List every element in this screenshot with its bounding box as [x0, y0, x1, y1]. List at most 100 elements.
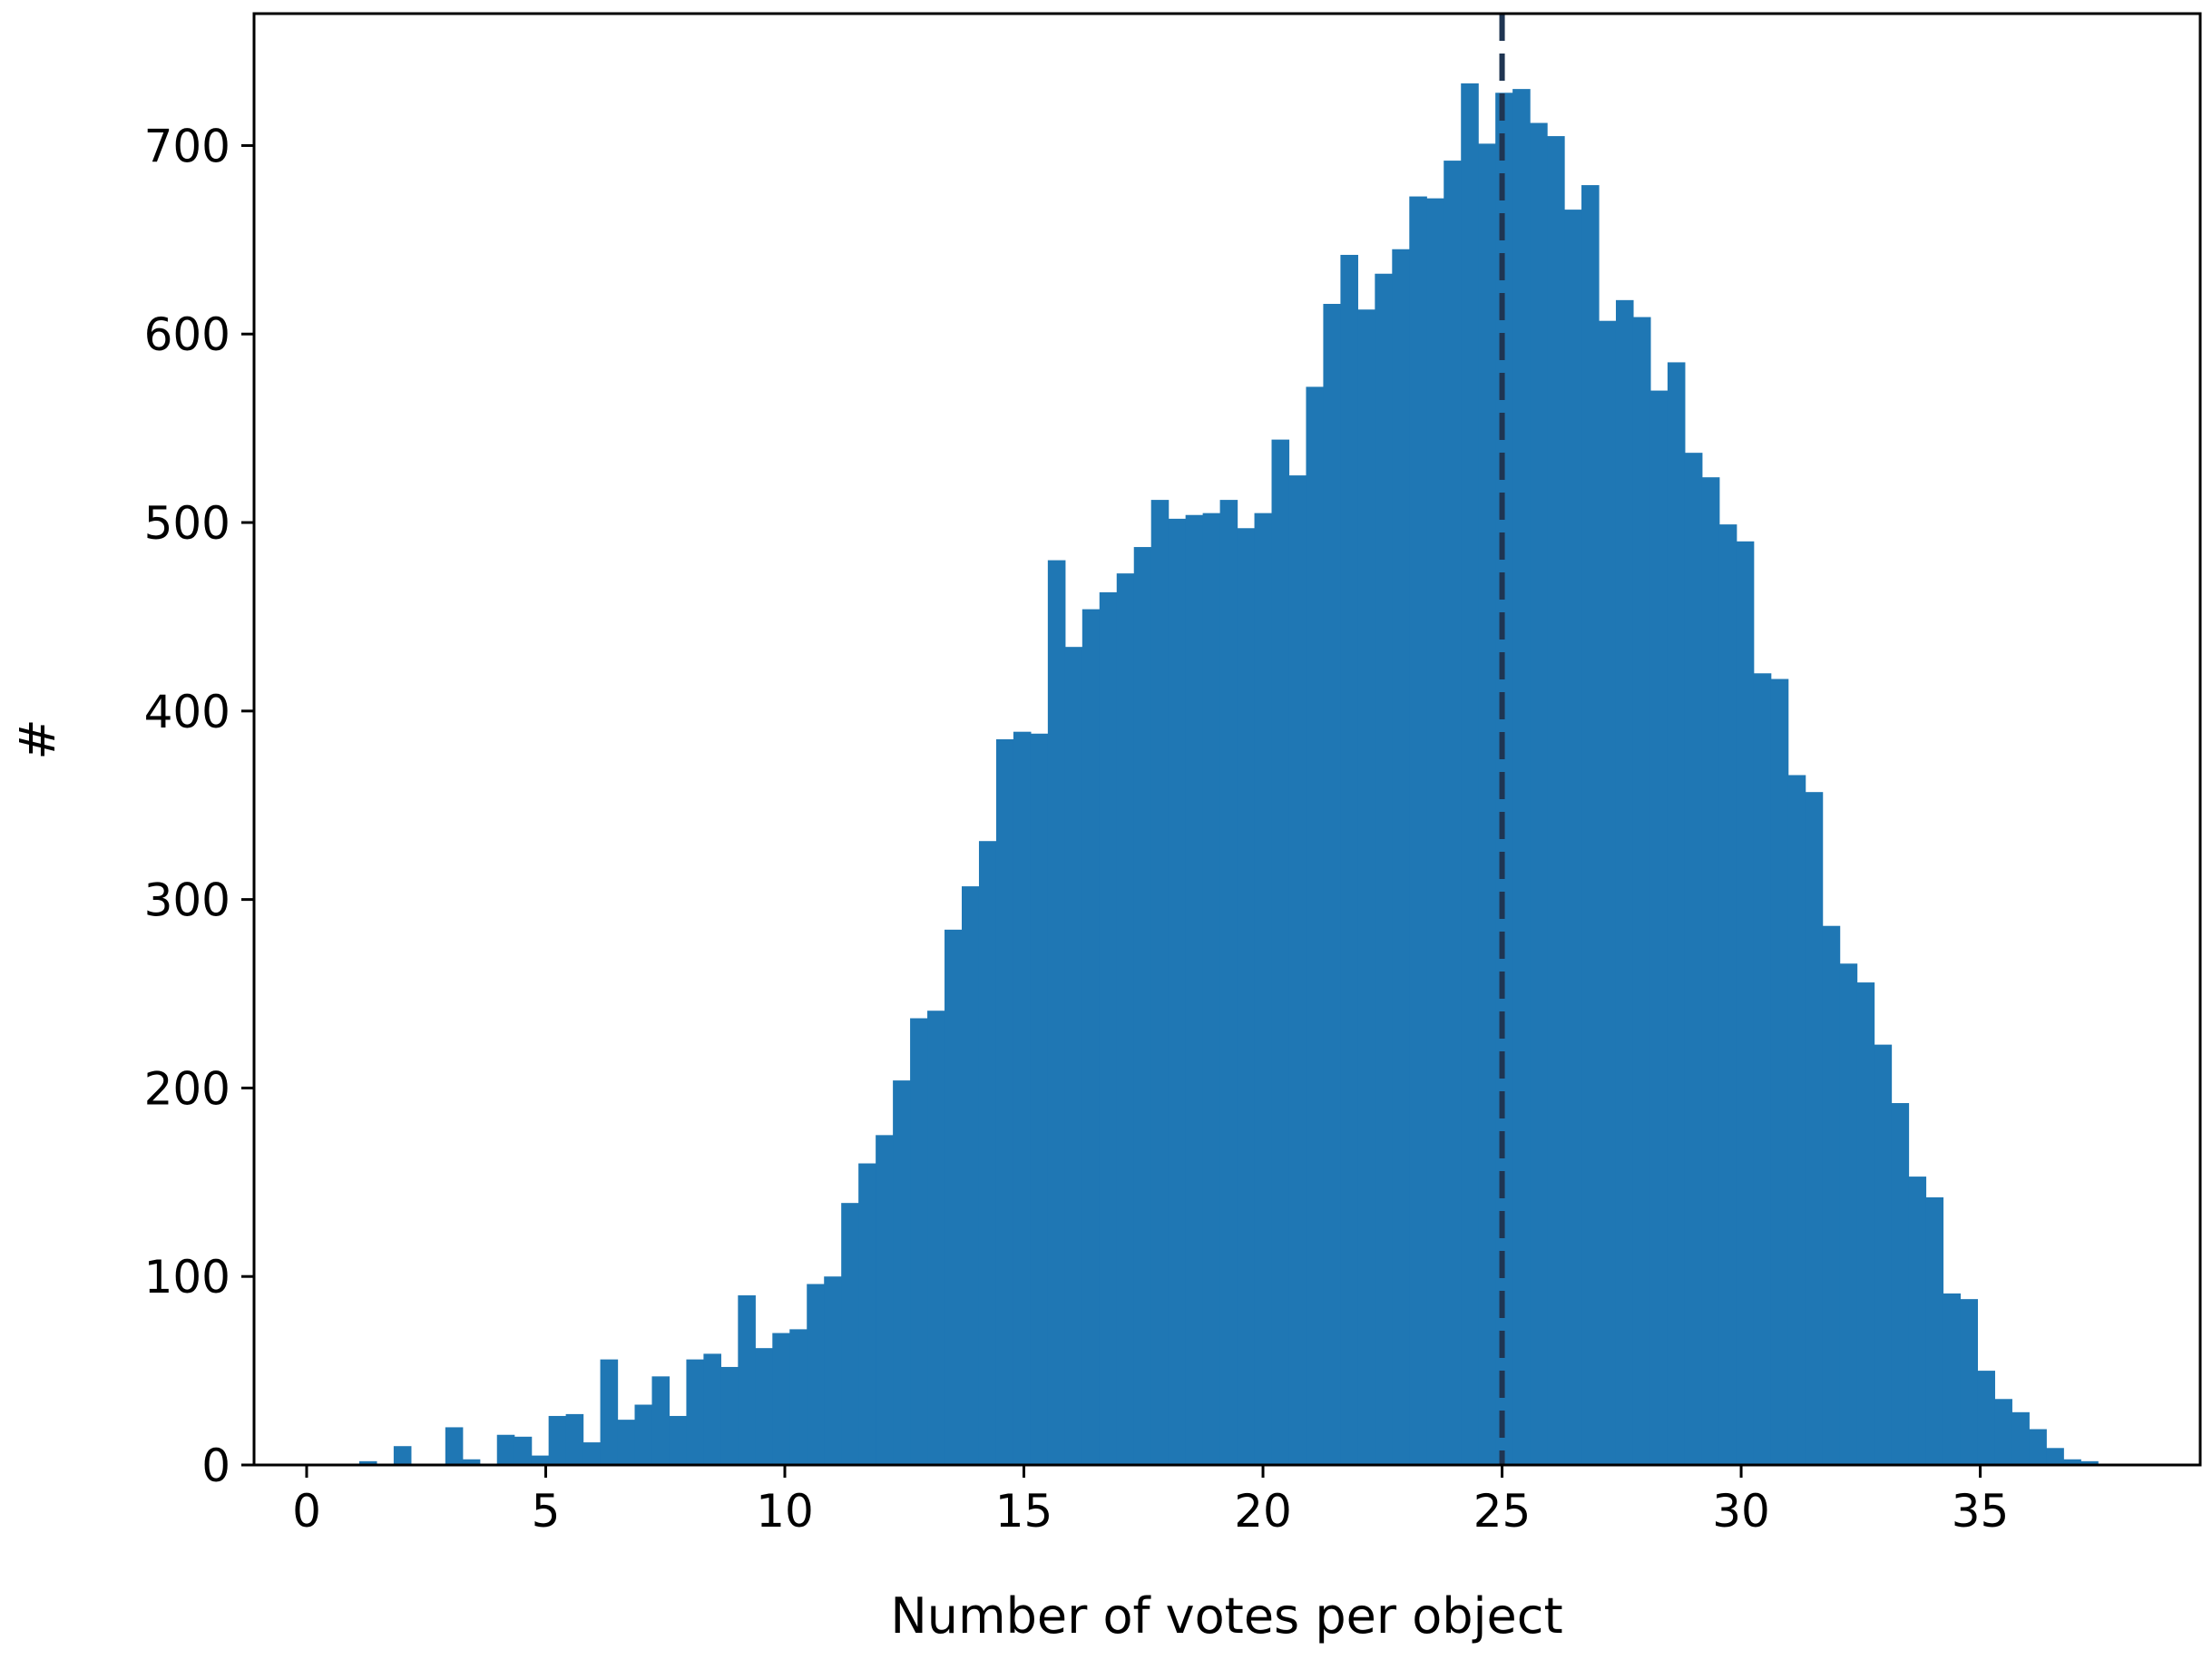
histogram-bar: [1047, 560, 1066, 1465]
histogram-bar: [1564, 210, 1582, 1466]
x-axis: 0 5 10 15 20 25 30 35: [292, 1465, 2009, 1538]
histogram-bars: [358, 83, 2099, 1466]
histogram-bar: [1219, 500, 1238, 1465]
histogram-bar: [1718, 524, 1737, 1465]
histogram-bar: [1856, 982, 1875, 1465]
x-tick-label: 35: [1952, 1485, 2010, 1538]
histogram-bar: [1340, 254, 1358, 1466]
histogram-bar: [1150, 500, 1170, 1465]
histogram-bar: [1547, 136, 1565, 1465]
histogram-bar: [1168, 518, 1187, 1465]
histogram-bar: [1615, 299, 1634, 1466]
histogram-bar: [755, 1348, 773, 1465]
histogram-bar: [496, 1434, 515, 1465]
histogram-bar: [1392, 249, 1410, 1465]
histogram-bar: [1099, 591, 1118, 1465]
x-tick-label: 30: [1712, 1485, 1770, 1538]
histogram-bar: [1426, 198, 1444, 1465]
histogram-bar: [1288, 475, 1307, 1465]
histogram-bar: [1874, 1044, 1893, 1465]
y-tick-label: 200: [144, 1062, 230, 1115]
histogram-bar: [824, 1276, 842, 1465]
histogram-bar: [445, 1427, 464, 1465]
histogram-bar: [1530, 122, 1548, 1465]
histogram-bar: [1064, 647, 1083, 1465]
histogram-bar: [651, 1376, 670, 1465]
x-tick-label: 15: [995, 1485, 1053, 1538]
histogram-bar: [1444, 161, 1462, 1466]
histogram-bar: [807, 1284, 825, 1465]
histogram-bar: [1632, 317, 1651, 1465]
histogram-bar: [565, 1413, 584, 1465]
plot-frame: [252, 12, 2202, 1467]
histogram-bar: [582, 1442, 602, 1465]
histogram-bar: [1306, 386, 1325, 1466]
x-axis-label: Number of votes per object: [890, 1587, 1562, 1645]
histogram-bar: [1133, 547, 1152, 1465]
x-tick-label: 0: [292, 1485, 321, 1538]
histogram-bar: [1684, 453, 1703, 1465]
histogram-bar: [858, 1163, 876, 1465]
histogram-bar: [962, 886, 980, 1465]
histogram-bar: [772, 1333, 790, 1465]
histogram-bar: [703, 1353, 721, 1465]
histogram-bar: [1013, 731, 1032, 1465]
y-tick-label: 700: [144, 120, 230, 172]
histogram-bar: [1667, 362, 1686, 1465]
histogram-bar: [945, 929, 963, 1465]
histogram-bar: [1185, 514, 1204, 1465]
histogram-bar: [1736, 541, 1755, 1465]
histogram-bar: [2029, 1429, 2047, 1465]
histogram-bar: [1202, 513, 1221, 1465]
histogram-bar: [1770, 679, 1789, 1465]
y-tick-label: 400: [144, 686, 230, 738]
histogram-bar: [1925, 1196, 1944, 1465]
histogram-bar: [2063, 1459, 2081, 1465]
histogram-bar: [1787, 775, 1806, 1465]
x-tick-label: 10: [756, 1485, 814, 1538]
histogram-bar: [876, 1135, 894, 1465]
histogram-bar: [1581, 185, 1600, 1466]
histogram-bar: [1977, 1371, 1995, 1465]
y-tick-label: 300: [144, 874, 230, 927]
histogram-bar: [1943, 1293, 1962, 1465]
y-axis-label: #: [9, 718, 66, 759]
histogram-bar: [2080, 1460, 2099, 1465]
histogram-bar: [1908, 1177, 1927, 1465]
histogram-bar: [462, 1459, 481, 1465]
histogram-bar: [669, 1415, 688, 1465]
histogram-bar: [1237, 528, 1256, 1465]
histogram-bar: [1409, 196, 1427, 1465]
histogram-bar: [634, 1404, 653, 1465]
histogram-bar: [1891, 1103, 1910, 1465]
histogram-bar: [1805, 792, 1824, 1465]
histogram-bar: [2046, 1448, 2064, 1465]
histogram-bar: [1357, 309, 1375, 1466]
y-axis: 0 100 200 300 400 500 600 700: [144, 120, 254, 1492]
histogram-bar: [1994, 1399, 2012, 1465]
histogram-bar: [1701, 477, 1720, 1466]
histogram-bar: [1271, 439, 1290, 1465]
histogram-bar: [1082, 609, 1101, 1465]
histogram-bar: [1822, 925, 1841, 1465]
histogram-bar: [927, 1011, 945, 1465]
histogram-bar: [910, 1018, 928, 1465]
x-tick-label: 25: [1473, 1485, 1532, 1538]
histogram-bar: [1461, 83, 1479, 1465]
histogram-bar: [995, 739, 1014, 1465]
histogram-bar: [686, 1359, 704, 1465]
histogram-bar: [1323, 304, 1341, 1465]
histogram-bar: [1753, 673, 1772, 1465]
y-tick-label: 600: [144, 308, 230, 361]
histogram-bar: [789, 1329, 807, 1465]
histogram-bar: [1512, 89, 1531, 1466]
histogram-bar: [1839, 963, 1858, 1465]
histogram-bar: [738, 1294, 756, 1465]
histogram-bar: [1254, 513, 1273, 1465]
histogram-bar: [2011, 1411, 2030, 1465]
histogram-bar: [1116, 573, 1135, 1465]
histogram-bar: [1375, 273, 1393, 1465]
histogram-bar: [393, 1446, 412, 1465]
histogram-bar: [600, 1359, 619, 1465]
